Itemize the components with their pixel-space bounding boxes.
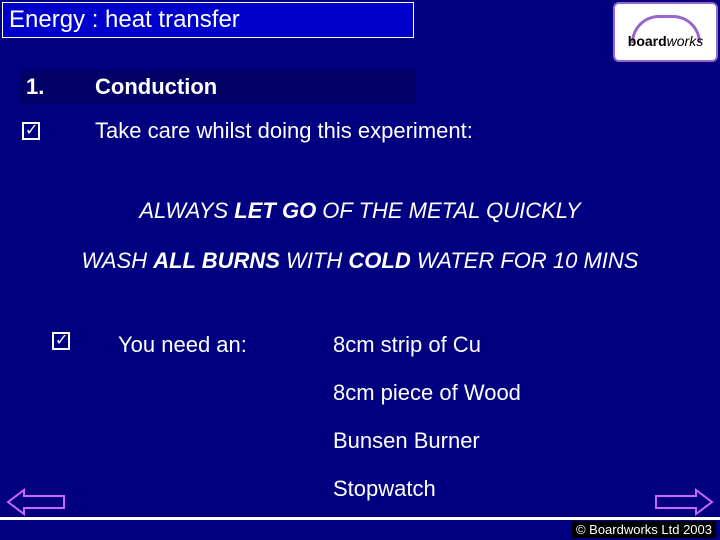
checkbox-icon [22,122,40,140]
section-title: Conduction [95,74,217,100]
warning-line-1: ALWAYS LET GO OF THE METAL QUICKLY [0,198,720,224]
care-row: Take care whilst doing this experiment: [22,118,473,144]
list-item: 8cm piece of Wood [333,380,521,406]
list-item: Bunsen Burner [333,428,521,454]
brand-logo: boardworks [613,2,718,62]
list-item: Stopwatch [333,476,521,502]
next-arrow-icon[interactable] [654,488,714,516]
list-item: 8cm strip of Cu [333,332,521,358]
warning-line-2: WASH ALL BURNS WITH COLD WATER FOR 10 MI… [0,248,720,274]
materials-row: You need an: 8cm strip of Cu 8cm piece o… [52,332,521,502]
checkbox-icon [52,332,70,350]
section-number: 1. [20,74,95,100]
divider [0,517,720,520]
copyright-text: © Boardworks Ltd 2003 [572,521,716,538]
title-bar: Energy : heat transfer [2,2,414,38]
section-header: 1. Conduction [20,70,415,104]
page-title: Energy : heat transfer [9,6,240,34]
prev-arrow-icon[interactable] [6,488,66,516]
need-label: You need an: [118,332,333,358]
logo-text: boardworks [628,33,703,49]
materials-list: 8cm strip of Cu 8cm piece of Wood Bunsen… [333,332,521,502]
care-text: Take care whilst doing this experiment: [95,118,473,144]
